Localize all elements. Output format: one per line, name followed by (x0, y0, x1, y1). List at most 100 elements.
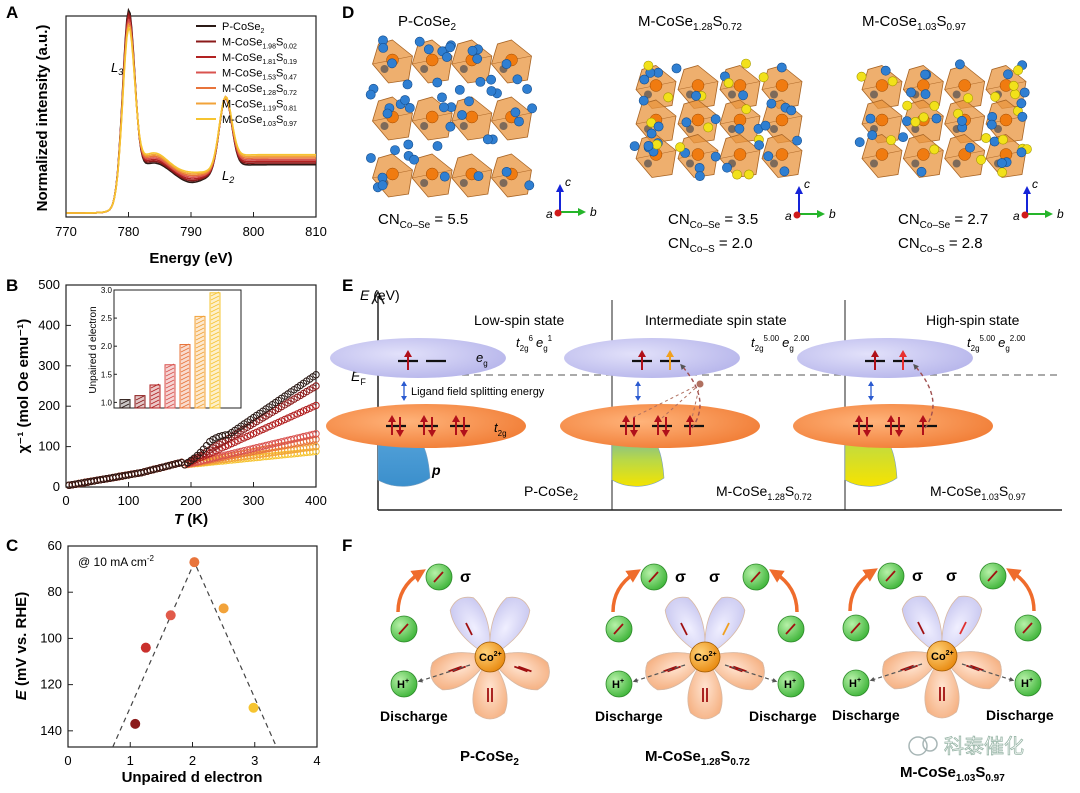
series-line-6 (66, 26, 316, 214)
inset-bar-hatch (210, 387, 220, 393)
selenium-atom (464, 96, 474, 107)
cobalt-atom-back (728, 125, 736, 133)
spin-up-head (420, 415, 428, 422)
cobalt-atom-back (870, 90, 878, 99)
energy-axis-label: E (eV) (360, 287, 400, 303)
discharge-arrow (869, 663, 923, 682)
orbital-lobe-shape (472, 656, 508, 720)
spin-down-head (396, 430, 404, 437)
x-tick-label-b-1: 100 (118, 493, 140, 508)
panel-letter-c: C (6, 536, 18, 555)
spin-up-head (855, 415, 863, 422)
y-tick-label-c-3: 120 (40, 677, 62, 692)
c-axis-label-0: c (565, 175, 571, 189)
panel-letter-b: B (6, 276, 18, 295)
selenium-atom (1019, 87, 1030, 98)
selenium-atom (486, 86, 497, 96)
selenium-atom (400, 95, 410, 105)
spin-down-head (895, 430, 903, 437)
inset-bar-hatch (210, 355, 220, 361)
sulfur-atom (651, 139, 662, 150)
data-point (309, 443, 317, 451)
spin-up-head (899, 350, 907, 357)
cobalt-atom-back (380, 122, 389, 130)
inset-bar-hatch (180, 359, 190, 365)
cobalt-atom-back (459, 65, 468, 73)
inset-y-tick-label-4: 3.0 (101, 286, 113, 295)
spin-down-head (662, 430, 670, 437)
c-axis-head-1 (795, 186, 803, 194)
selenium-atom (854, 137, 865, 148)
y-tick-label-b-1: 100 (38, 439, 60, 454)
splitting-arrow-head (401, 381, 407, 386)
cobalt-atom (733, 148, 747, 161)
cobalt-atom-back (459, 122, 468, 130)
x-tick-label-c-3: 3 (251, 753, 258, 768)
orbital-lobe-shape (664, 596, 706, 658)
sulfur-atom (902, 100, 913, 111)
selenium-atom (754, 140, 764, 150)
cobalt-atom (917, 79, 930, 92)
orbital-lobe (924, 655, 960, 719)
a-axis-label-2: a (1013, 209, 1020, 223)
spin-up-head (654, 415, 662, 422)
b-axis-label-1: b (829, 207, 836, 221)
y-tick-labels-b: 0 100 200 300 400 500 (38, 277, 71, 494)
config-3: t2g5.00 eg2.00 (967, 334, 1026, 353)
selenium-atom (445, 121, 456, 132)
structure-title-3: M-CoSe1.03S0.97 (862, 13, 966, 33)
inset-bar-hatch (180, 367, 190, 373)
inset-bar-hatch (210, 323, 220, 329)
cn-co-se-3: CNCo–Se = 2.7 (898, 211, 988, 231)
sigma-label: σ (946, 568, 957, 585)
crystal-structure-m-cose128s072 (629, 58, 803, 181)
cobalt-atom (875, 79, 889, 92)
selenium-atom (438, 102, 449, 113)
t2g-label: t2g (494, 420, 507, 438)
b-axis-head-1 (817, 210, 825, 218)
overpotential-point-2 (165, 610, 176, 621)
inset-bar-hatch (195, 347, 205, 353)
inset-bar-hatch (210, 303, 220, 309)
selenium-atom (486, 74, 496, 85)
cobalt-atom-back (420, 65, 429, 73)
orbital-lobe (704, 596, 746, 658)
spin-down-head (630, 430, 638, 437)
c-axis-head-0 (556, 184, 564, 192)
spin-up-head (622, 415, 630, 422)
selenium-atom (786, 105, 797, 116)
selenium-atom (522, 84, 532, 94)
selenium-atom (760, 120, 771, 131)
orbital-lobe-shape (430, 652, 491, 691)
eg-band-0 (330, 338, 506, 378)
inset-bar-hatch (195, 395, 205, 401)
spin-arrow (900, 664, 914, 672)
orbital-lobe (489, 596, 531, 658)
inset-bar-hatch (210, 295, 220, 301)
panel-d: D P-CoSe2 M-CoSe1.28S0.72 M-CoSe1.03S0.9… (342, 3, 1064, 255)
selenium-atom (501, 166, 512, 177)
trend-line (112, 560, 278, 748)
a-axis-dot-2 (1021, 211, 1029, 219)
selenium-atom (457, 110, 467, 120)
selenium-atom (1016, 98, 1027, 109)
selenium-atom (414, 36, 425, 47)
selenium-atom (402, 79, 413, 90)
orbital-lobe-shape (704, 652, 765, 691)
cobalt-atom-back (686, 159, 694, 168)
inset-bar-hatch (150, 383, 160, 389)
selenium-atom (432, 141, 443, 151)
inset-bar-hatch (180, 383, 190, 389)
inset-bar-hatch (210, 371, 220, 377)
x-tick-label-b-0: 0 (62, 493, 69, 508)
x-tick-label-a-0: 770 (55, 224, 77, 239)
inset-bar-2 (149, 384, 161, 409)
selenium-atom (763, 151, 774, 162)
sulfur-atom (981, 133, 991, 143)
x-tick-label-a-1: 780 (118, 224, 140, 239)
proton-right-label: H+ (784, 678, 796, 691)
y-axis-label-a: Normalized intensity (a.u.) (34, 25, 51, 212)
watermark-text: 科泰催化 (944, 735, 1024, 758)
selenium-atom (986, 119, 997, 130)
proton-right (777, 670, 805, 698)
